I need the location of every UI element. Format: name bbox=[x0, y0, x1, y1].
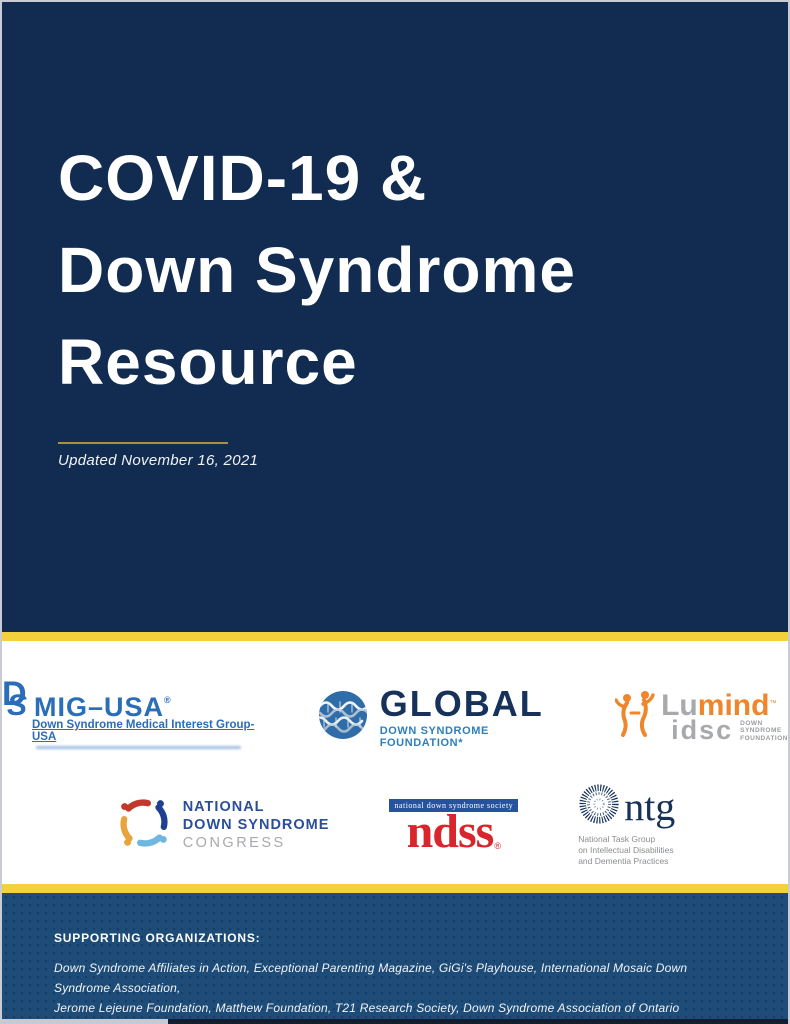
ndss-wordmark: ndss ® bbox=[406, 804, 501, 858]
dsmig-small-print bbox=[36, 746, 241, 749]
lumind-lu: Lu bbox=[661, 688, 698, 722]
lumind-tagline-1: DOWN bbox=[740, 719, 763, 727]
ntg-tagline-3: and Dementia Practices bbox=[578, 856, 669, 867]
dsmig-registered-mark: ® bbox=[164, 695, 171, 705]
ntg-globe-icon bbox=[578, 783, 620, 830]
lumind-trademark: ™ bbox=[769, 699, 777, 707]
page-title: COVID-19 & Down Syndrome Resource bbox=[58, 132, 576, 408]
ntg-tagline-2: on Intellectual Disabilities bbox=[578, 845, 674, 856]
ndsc-line-3: CONGRESS bbox=[182, 835, 286, 852]
logo-national-down-syndrome-congress: NATIONAL DOWN SYNDROME CONGRESS bbox=[115, 794, 330, 857]
dsmig-tagline: Down Syndrome Medical Interest Group-USA bbox=[32, 719, 255, 743]
yellow-band-bottom bbox=[2, 884, 788, 893]
logo-row-1: D S MIG–USA ® Down Syndrome Medical Inte… bbox=[2, 675, 788, 749]
lumind-wordmark: Lu mind ™ idsc DOWN SYNDROME FOUNDATION bbox=[661, 688, 788, 745]
ndsc-wordmark: NATIONAL DOWN SYNDROME CONGRESS bbox=[183, 798, 330, 852]
dsmig-monogram: D S bbox=[2, 675, 34, 722]
lumind-figures-icon bbox=[614, 689, 655, 746]
title-line-3: Resource bbox=[58, 326, 358, 398]
global-name: GLOBAL bbox=[379, 682, 544, 724]
dsmig-mono-s: S bbox=[7, 689, 28, 722]
ndsc-line-1: NATIONAL bbox=[182, 798, 265, 815]
footer-orgs-line-1: Down Syndrome Affiliates in Action, Exce… bbox=[54, 961, 688, 995]
divider-line bbox=[58, 442, 228, 444]
logo-ntg: ntg National Task Group on Intellectual … bbox=[578, 783, 675, 867]
dsmig-wordmark: D S MIG–USA ® bbox=[2, 675, 171, 722]
title-line-1: COVID-19 & bbox=[58, 142, 428, 214]
cover-header: COVID-19 & Down Syndrome Resource Update… bbox=[2, 2, 788, 632]
logo-dsmig-usa: D S MIG–USA ® Down Syndrome Medical Inte… bbox=[2, 675, 278, 749]
ndsc-circle-figures-icon bbox=[115, 794, 173, 857]
lumind-tagline: DOWN SYNDROME FOUNDATION bbox=[740, 719, 788, 743]
ndss-registered-mark: ® bbox=[494, 841, 501, 852]
lumind-mind: mind bbox=[697, 688, 770, 722]
logo-global-down-syndrome-foundation: GLOBAL DOWN SYNDROME FOUNDATION* bbox=[318, 682, 575, 749]
dsmig-mono-d: D bbox=[2, 675, 27, 713]
ntg-tagline: National Task Group on Intellectual Disa… bbox=[578, 834, 673, 867]
footer-heading: SUPPORTING ORGANIZATIONS: bbox=[54, 931, 261, 945]
global-tagline: DOWN SYNDROME FOUNDATION* bbox=[379, 724, 489, 749]
updated-date: Updated November 16, 2021 bbox=[58, 452, 259, 469]
lumind-idsc: idsc bbox=[671, 714, 734, 745]
logo-ndss: national down syndrome society ndss ® bbox=[389, 798, 519, 858]
ndss-banner: national down syndrome society bbox=[389, 798, 519, 812]
ndsc-line-2: DOWN SYNDROME bbox=[182, 817, 330, 833]
global-wordmark: GLOBAL DOWN SYNDROME FOUNDATION* bbox=[379, 682, 575, 749]
supporting-organizations-footer: SUPPORTING ORGANIZATIONS: Down Syndrome … bbox=[2, 893, 788, 1024]
ntg-tagline-1: National Task Group bbox=[578, 834, 656, 844]
global-dna-globe-icon bbox=[318, 690, 368, 745]
ndss-name: ndss bbox=[406, 804, 495, 858]
footer-orgs-line-2: Jerome Lejeune Foundation, Matthew Found… bbox=[54, 1001, 680, 1015]
title-line-2: Down Syndrome bbox=[58, 234, 576, 306]
logos-section: D S MIG–USA ® Down Syndrome Medical Inte… bbox=[2, 641, 788, 884]
lumind-tagline-3: FOUNDATION bbox=[740, 734, 788, 742]
horizontal-scrollbar[interactable] bbox=[2, 1019, 788, 1024]
dsmig-name: MIG–USA bbox=[34, 692, 165, 722]
yellow-band-top bbox=[2, 632, 788, 641]
lumind-tagline-2: SYNDROME bbox=[740, 727, 782, 734]
horizontal-scrollbar-thumb[interactable] bbox=[2, 1019, 168, 1024]
ntg-name: ntg bbox=[624, 783, 676, 829]
logo-row-2: NATIONAL DOWN SYNDROME CONGRESS national… bbox=[2, 783, 788, 867]
logo-lumind-idsc: Lu mind ™ idsc DOWN SYNDROME FOUNDATION bbox=[614, 688, 788, 746]
